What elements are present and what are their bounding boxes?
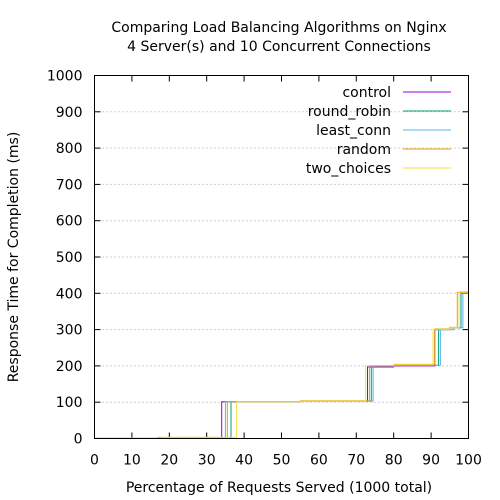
- y-axis-label: Response Time for Completion (ms): [6, 132, 22, 383]
- plot-frame: [94, 75, 469, 439]
- x-tick-label: 70: [347, 453, 365, 469]
- legend-label-random: random: [337, 142, 391, 158]
- axis-ticks: 0 100 200 300 400 500 600 700 800 900 1000 0 10 20 30 4…: [47, 69, 482, 469]
- x-axis-label: Percentage of Requests Served (1000 tota…: [126, 480, 432, 496]
- x-tick-label: 20: [160, 453, 178, 469]
- x-tick-label: 40: [235, 453, 253, 469]
- y-tick-label: 0: [74, 432, 83, 448]
- y-tick-label: 500: [56, 250, 83, 266]
- x-tick-label: 60: [310, 453, 328, 469]
- series-line-two-choices: [94, 75, 469, 439]
- x-tick-label: 50: [273, 453, 291, 469]
- y-tick-label: 400: [56, 286, 83, 302]
- chart-subtitle: 4 Server(s) and 10 Concurrent Connection…: [127, 39, 431, 55]
- legend-label-round-robin: round_robin: [308, 104, 391, 120]
- y-tick-label: 700: [56, 177, 83, 193]
- x-tick-label: 100: [455, 453, 482, 469]
- legend-label-two-choices: two_choices: [306, 161, 391, 177]
- y-tick-label: 600: [56, 214, 83, 230]
- x-tick-label: 0: [90, 453, 99, 469]
- legend-label-least-conn: least_conn: [316, 123, 391, 139]
- y-tick-label: 300: [56, 323, 83, 339]
- x-tick-label: 10: [123, 453, 141, 469]
- y-tick-label: 800: [56, 141, 83, 157]
- legend-label-control: control: [342, 85, 391, 101]
- series-lines: [94, 75, 469, 439]
- x-tick-label: 30: [198, 453, 216, 469]
- y-tick-label: 100: [56, 395, 83, 411]
- y-tick-label: 900: [56, 105, 83, 121]
- y-tick-label: 1000: [47, 69, 83, 85]
- x-tick-label: 90: [422, 453, 440, 469]
- x-tick-label: 80: [385, 453, 403, 469]
- y-tick-label: 200: [56, 359, 83, 375]
- chart-title: Comparing Load Balancing Algorithms on N…: [111, 20, 446, 36]
